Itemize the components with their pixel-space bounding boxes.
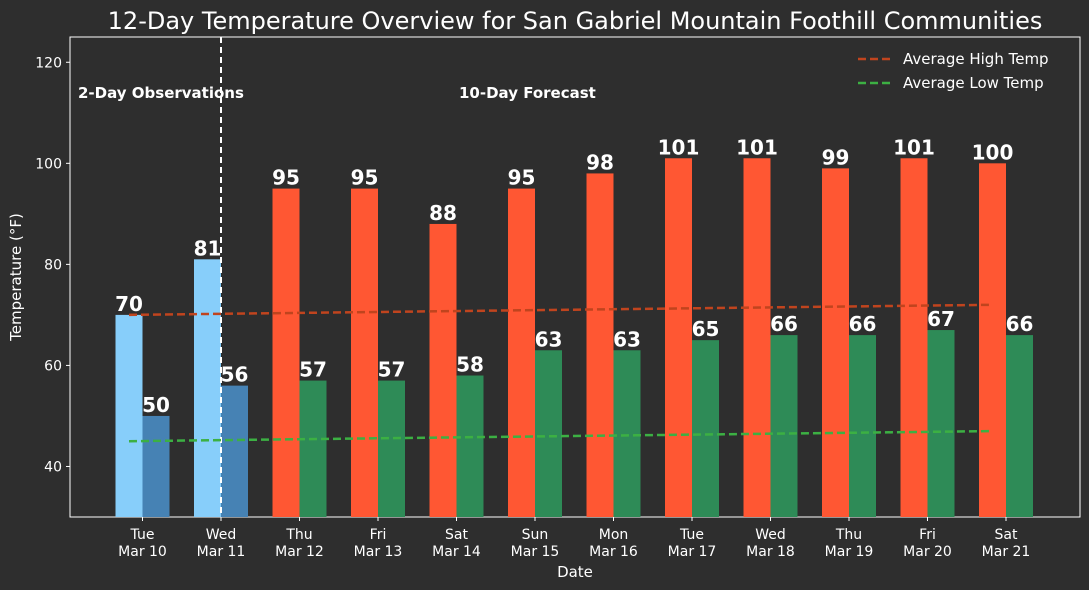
- x-tick-label-day: Tue: [679, 527, 704, 543]
- data-label-low: 57: [378, 358, 406, 382]
- bar-low-temp: [299, 380, 327, 517]
- data-label-high: 101: [658, 135, 700, 159]
- bar-high-temp: [665, 158, 692, 517]
- x-tick-label-date: Mar 10: [118, 544, 167, 560]
- bar-low-temp: [927, 330, 955, 517]
- data-label-high: 98: [586, 150, 614, 174]
- data-label-low: 57: [299, 358, 327, 382]
- x-tick-label-day: Sun: [522, 527, 549, 543]
- data-label-high: 101: [736, 135, 778, 159]
- bar-high-temp: [822, 168, 849, 518]
- y-tick-label: 100: [35, 156, 62, 172]
- bar-low-temp: [613, 350, 641, 517]
- x-tick-label-date: Mar 15: [511, 544, 560, 560]
- x-tick-label-day: Fri: [370, 527, 387, 543]
- bar-high-temp: [272, 188, 300, 517]
- data-label-low: 65: [692, 317, 720, 341]
- legend-label-average-low: Average Low Temp: [903, 74, 1044, 92]
- bar-high-temp: [194, 259, 221, 517]
- y-tick-label: 80: [44, 257, 62, 273]
- data-label-high: 81: [194, 236, 222, 260]
- bar-high-temp: [508, 188, 535, 517]
- data-label-high: 99: [822, 145, 850, 169]
- observations-section-label: 2-Day Observations: [78, 84, 244, 102]
- bar-low-temp: [1006, 335, 1033, 517]
- bar-high-temp: [429, 223, 457, 517]
- x-tick-label-date: Mar 17: [668, 544, 717, 560]
- data-label-low: 66: [1006, 312, 1034, 336]
- x-tick-label-day: Mon: [599, 527, 629, 543]
- bar-low-temp: [692, 340, 719, 517]
- data-label-high: 95: [508, 166, 536, 190]
- x-tick-label-date: Mar 20: [903, 544, 952, 560]
- legend-label-average-high: Average High Temp: [903, 50, 1049, 68]
- bar-low-temp: [849, 335, 876, 517]
- x-tick-label-day: Tue: [130, 527, 155, 543]
- bar-high-temp: [351, 188, 378, 517]
- chart-title: 12-Day Temperature Overview for San Gabr…: [108, 7, 1043, 35]
- bar-low-temp: [770, 335, 798, 517]
- x-tick-label-day: Sat: [445, 527, 468, 543]
- y-axis-label: Temperature (°F): [7, 213, 25, 342]
- data-label-low: 66: [849, 312, 877, 336]
- x-axis-label: Date: [557, 563, 593, 581]
- x-tick-label-day: Thu: [835, 527, 862, 543]
- data-label-low: 63: [613, 327, 641, 351]
- bar-high-temp: [900, 158, 928, 517]
- x-tick-label-date: Mar 16: [589, 544, 638, 560]
- x-tick-label-day: Sat: [995, 527, 1018, 543]
- bar-low-temp: [142, 415, 170, 517]
- y-tick-label: 40: [44, 459, 62, 475]
- x-tick-label-day: Thu: [285, 527, 312, 543]
- bar-low-temp: [378, 380, 405, 517]
- bar-high-temp: [743, 158, 771, 517]
- data-label-high: 95: [351, 166, 379, 190]
- y-tick-label: 60: [44, 358, 62, 374]
- x-tick-label-date: Mar 11: [197, 544, 246, 560]
- data-label-low: 66: [770, 312, 798, 336]
- x-tick-label-day: Wed: [206, 527, 237, 543]
- x-tick-label-date: Mar 13: [354, 544, 403, 560]
- x-tick-label-date: Mar 19: [825, 544, 874, 560]
- bar-high-temp: [115, 314, 143, 517]
- data-label-high: 70: [115, 292, 143, 316]
- y-tick-label: 120: [35, 55, 62, 71]
- bar-high-temp: [586, 173, 614, 517]
- data-label-high: 100: [972, 140, 1014, 164]
- data-label-high: 95: [272, 166, 300, 190]
- data-label-low: 67: [927, 307, 955, 331]
- x-tick-label-date: Mar 21: [982, 544, 1031, 560]
- data-label-high: 88: [429, 201, 457, 225]
- bar-low-temp: [221, 385, 248, 517]
- forecast-section-label: 10-Day Forecast: [459, 84, 596, 102]
- plot-frame: [69, 36, 1081, 518]
- data-label-low: 56: [221, 363, 249, 387]
- data-label-low: 58: [456, 353, 484, 377]
- x-tick-label-day: Fri: [919, 527, 936, 543]
- data-label-low: 63: [535, 327, 563, 351]
- x-tick-label-date: Mar 12: [275, 544, 324, 560]
- bar-low-temp: [535, 350, 562, 517]
- data-label-low: 50: [142, 393, 170, 417]
- legend: Average High Temp Average Low Temp: [858, 50, 1049, 92]
- data-label-high: 101: [893, 135, 935, 159]
- bar-low-temp: [456, 375, 484, 517]
- x-tick-label-day: Wed: [755, 527, 786, 543]
- x-tick-label-date: Mar 18: [746, 544, 795, 560]
- x-tick-label-date: Mar 14: [432, 544, 481, 560]
- bar-high-temp: [979, 163, 1006, 517]
